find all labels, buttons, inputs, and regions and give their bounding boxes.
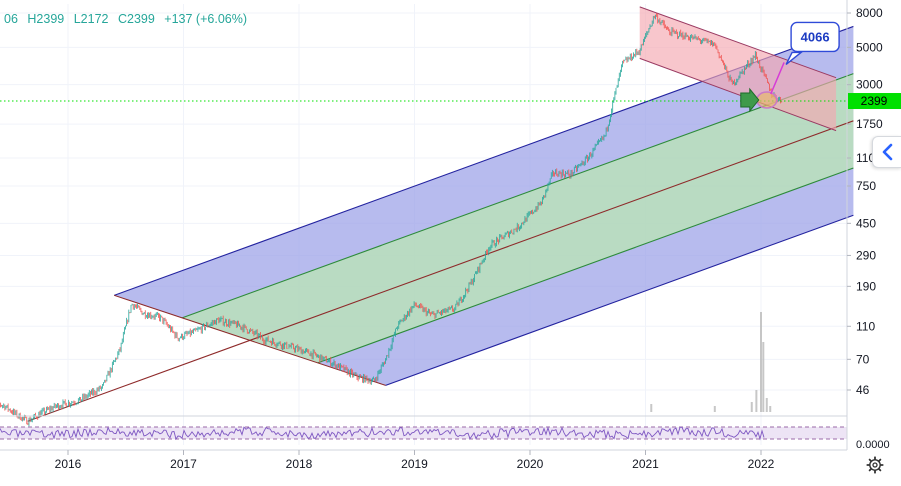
x-tick-label: 2016 (55, 457, 82, 471)
pitchfork-lower-line (385, 214, 854, 386)
y-tick-label: 46 (856, 383, 870, 397)
arrow-marker[interactable] (740, 87, 760, 113)
settings-button[interactable] (864, 454, 886, 476)
last-price-label: 2399 (861, 94, 888, 108)
ohlc-change: +137 (+6.06%) (164, 12, 247, 26)
volume-bar (750, 402, 753, 412)
y-tick-label: 8000 (856, 6, 883, 20)
channel-upper-line (639, 6, 837, 79)
pitchfork-lower-inner-line (317, 167, 854, 364)
target-label: 4066 (801, 29, 830, 44)
rsi-band (0, 427, 847, 439)
pitchfork-median-line (27, 120, 854, 422)
volume-bar (650, 404, 653, 412)
x-tick-label: 2017 (170, 457, 197, 471)
ohlc-legend: 06 H2399 L2172 C2399 +137 (+6.06%) (4, 12, 247, 26)
pitchfork-upper-inner-line (181, 73, 854, 319)
x-tick-label: 2022 (748, 457, 775, 471)
ohlc-low: L2172 (74, 12, 109, 26)
descending-channel[interactable] (639, 6, 837, 132)
x-tick-label: 2021 (632, 457, 659, 471)
price-series (0, 13, 783, 427)
channel-zone (639, 6, 837, 131)
ohlc-high: H2399 (27, 12, 64, 26)
x-tick-label: 2019 (401, 457, 428, 471)
gear-icon (866, 456, 884, 474)
chevron-left-icon (882, 143, 892, 161)
sidebar-toggle-button[interactable] (872, 136, 901, 168)
callout-pointer (785, 51, 804, 66)
y-tick-label: 190 (856, 279, 876, 293)
pitchfork-inner-zone (182, 73, 854, 363)
volume-bar (755, 390, 758, 412)
volume-bar (769, 406, 772, 412)
volume-bar (762, 342, 765, 412)
channel-lower-line (639, 57, 837, 132)
y-tick-label: 450 (856, 216, 876, 230)
target-origin-marker[interactable] (756, 91, 778, 109)
y-tick-label: 110 (856, 319, 875, 333)
volume-bar (760, 312, 762, 412)
last-price-badge (848, 93, 901, 110)
volume-bars (650, 312, 772, 412)
target-callout[interactable] (790, 21, 840, 53)
ohlc-open-value: 06 (4, 12, 18, 26)
y-tick-label: 290 (856, 248, 876, 262)
rsi-axis-label: 0.0000 (856, 439, 890, 451)
rsi-line (0, 426, 765, 441)
y-tick-label: 5000 (856, 40, 883, 54)
volume-bar (713, 406, 716, 412)
x-tick-label: 2020 (517, 457, 544, 471)
y-tick-label: 70 (856, 352, 870, 366)
y-tick-label: 1750 (856, 117, 883, 131)
y-tick-label: 3000 (856, 78, 883, 92)
x-tick-label: 2018 (286, 457, 313, 471)
volume-bar (765, 398, 768, 412)
rsi-pane[interactable] (0, 415, 847, 441)
ohlc-close: C2399 (118, 12, 155, 26)
target-projection-line[interactable] (770, 62, 785, 95)
y-tick-label: 750 (856, 179, 876, 193)
